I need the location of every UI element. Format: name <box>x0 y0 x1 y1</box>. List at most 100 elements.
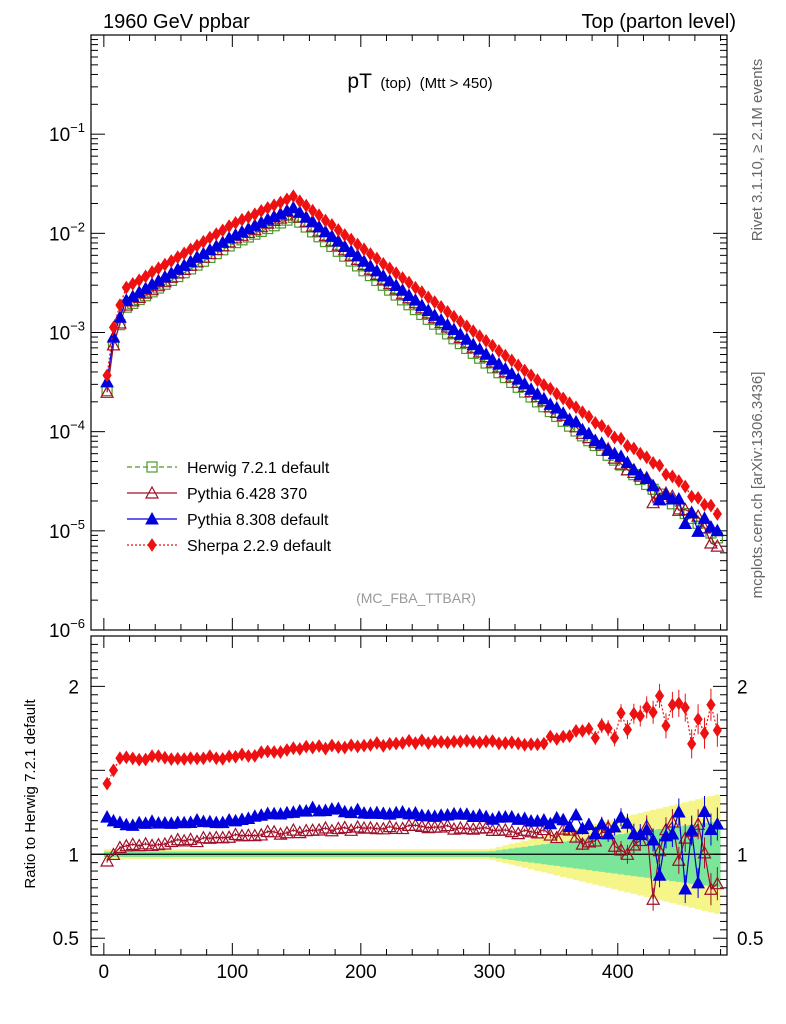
data-point-sherpa <box>661 467 671 482</box>
ratio-point-pythia6 <box>279 825 294 839</box>
data-point-sherpa <box>391 266 401 281</box>
data-point-pythia8 <box>704 520 718 533</box>
ratio-point-sherpa <box>693 712 703 727</box>
data-point-sherpa <box>584 409 594 424</box>
legend-entry-pythia8: Pythia 8.308 default <box>127 511 329 529</box>
ratio-point-pythia8 <box>601 826 615 840</box>
data-point-sherpa <box>121 280 131 295</box>
data-point-sherpa <box>481 333 491 348</box>
data-point-sherpa <box>462 319 472 334</box>
x-tick-label: 0 <box>99 962 110 983</box>
main-axes: 10−1 10−2 10−3 10−4 10−5 10−6 <box>49 34 728 642</box>
data-point-pythia8 <box>485 352 500 366</box>
ratio-point-pythia8 <box>588 826 603 840</box>
ratio-point-pythia6 <box>376 821 391 835</box>
main-series <box>100 189 725 552</box>
y-tick-label: 10−5 <box>49 517 85 543</box>
data-point-sherpa <box>487 338 498 353</box>
legend-label-herwig: Herwig 7.2.1 default <box>187 460 330 477</box>
ratio-point-pythia6 <box>613 842 629 856</box>
ratio-point-pythia8 <box>671 804 686 818</box>
data-point-sherpa <box>603 424 613 439</box>
ratio-point-pythia8 <box>582 817 596 831</box>
data-point-pythia8 <box>344 244 359 258</box>
ratio-point-sherpa <box>545 729 555 744</box>
data-point-pythia6 <box>106 337 121 351</box>
ratio-point-pythia6 <box>382 819 397 833</box>
header-right: Top (parton level) <box>581 11 736 33</box>
data-point-pythia8 <box>530 387 545 400</box>
data-point-sherpa <box>115 298 125 313</box>
ratio-point-pythia6 <box>710 876 725 890</box>
data-point-sherpa <box>507 353 517 368</box>
ratio-point-sherpa <box>449 734 459 749</box>
legend-label-pythia6: Pythia 6.428 370 <box>187 486 307 503</box>
ratio-point-sherpa <box>359 738 369 753</box>
ratio-point-sherpa <box>635 709 645 723</box>
ratio-point-sherpa <box>185 751 196 766</box>
data-point-sherpa <box>706 498 716 513</box>
ratio-point-sherpa <box>661 718 671 733</box>
ratio-point-sherpa <box>288 741 298 756</box>
ratio-point-sherpa <box>263 744 273 759</box>
ratio-point-sherpa <box>481 734 491 749</box>
data-point-pythia8 <box>357 254 371 267</box>
ratio-point-pythia6 <box>157 836 172 850</box>
data-point-pythia8 <box>659 487 673 501</box>
ratio-point-sherpa <box>269 745 279 759</box>
data-point-pythia8 <box>524 382 538 395</box>
ratio-point-pythia8 <box>639 822 654 836</box>
ratio-point-pythia6 <box>408 817 423 831</box>
data-point-pythia8 <box>453 327 468 340</box>
x-tick-label: 200 <box>345 962 377 983</box>
ratio-point-pythia6 <box>138 836 153 850</box>
ratio-point-pythia8 <box>562 819 577 833</box>
data-point-sherpa <box>423 290 433 305</box>
ratio-point-pythia6 <box>344 823 359 836</box>
ratio-point-pythia6 <box>324 823 339 837</box>
ratio-point-sherpa <box>308 740 318 755</box>
legend-entry-pythia6: Pythia 6.428 370 <box>127 485 307 503</box>
data-point-sherpa <box>314 208 324 223</box>
data-point-sherpa <box>693 490 703 505</box>
ratio-point-sherpa <box>205 749 215 764</box>
ratio-point-pythia8 <box>607 819 622 833</box>
ratio-tick-label: 2 <box>68 677 79 698</box>
ratio-tick-label-right: 2 <box>737 677 748 698</box>
ratio-point-sherpa <box>153 749 164 764</box>
analysis-label: (MC_FBA_TTBAR) <box>356 590 476 606</box>
ratio-point-sherpa <box>301 739 311 754</box>
ratio-point-sherpa <box>699 726 710 741</box>
legend-label-sherpa: Sherpa 2.2.9 default <box>187 538 332 555</box>
data-point-sherpa <box>198 234 209 249</box>
data-point-sherpa <box>654 458 665 473</box>
data-point-sherpa <box>526 368 536 383</box>
data-point-pythia8 <box>556 406 571 419</box>
ratio-point-pythia6 <box>350 819 365 833</box>
data-point-sherpa <box>494 343 504 358</box>
header-left: 1960 GeV ppbar <box>103 11 250 33</box>
data-point-sherpa <box>687 489 697 504</box>
data-point-sherpa <box>712 507 722 521</box>
data-point-pythia8 <box>427 308 442 321</box>
ratio-point-sherpa <box>629 706 639 721</box>
data-point-sherpa <box>590 415 600 430</box>
ratio-point-pythia6 <box>267 824 282 838</box>
data-point-pythia8 <box>627 462 641 476</box>
data-point-pythia8 <box>325 229 339 242</box>
side-label-top: Rivet 3.1.10, ≥ 2.1M events <box>749 59 766 242</box>
data-point-pythia8 <box>395 283 410 296</box>
ratio-point-sherpa <box>616 706 626 720</box>
data-point-pythia8 <box>440 317 455 331</box>
ratio-point-pythia6 <box>652 843 667 857</box>
data-point-sherpa <box>417 285 427 300</box>
data-point-sherpa <box>211 227 221 242</box>
data-point-pythia8 <box>492 357 506 370</box>
data-point-sherpa <box>365 247 376 261</box>
data-point-sherpa <box>629 441 639 456</box>
ratio-tick-label-right: 0.5 <box>737 929 763 950</box>
data-point-sherpa <box>436 300 446 314</box>
data-point-sherpa <box>320 213 331 228</box>
data-point-sherpa <box>532 373 543 388</box>
